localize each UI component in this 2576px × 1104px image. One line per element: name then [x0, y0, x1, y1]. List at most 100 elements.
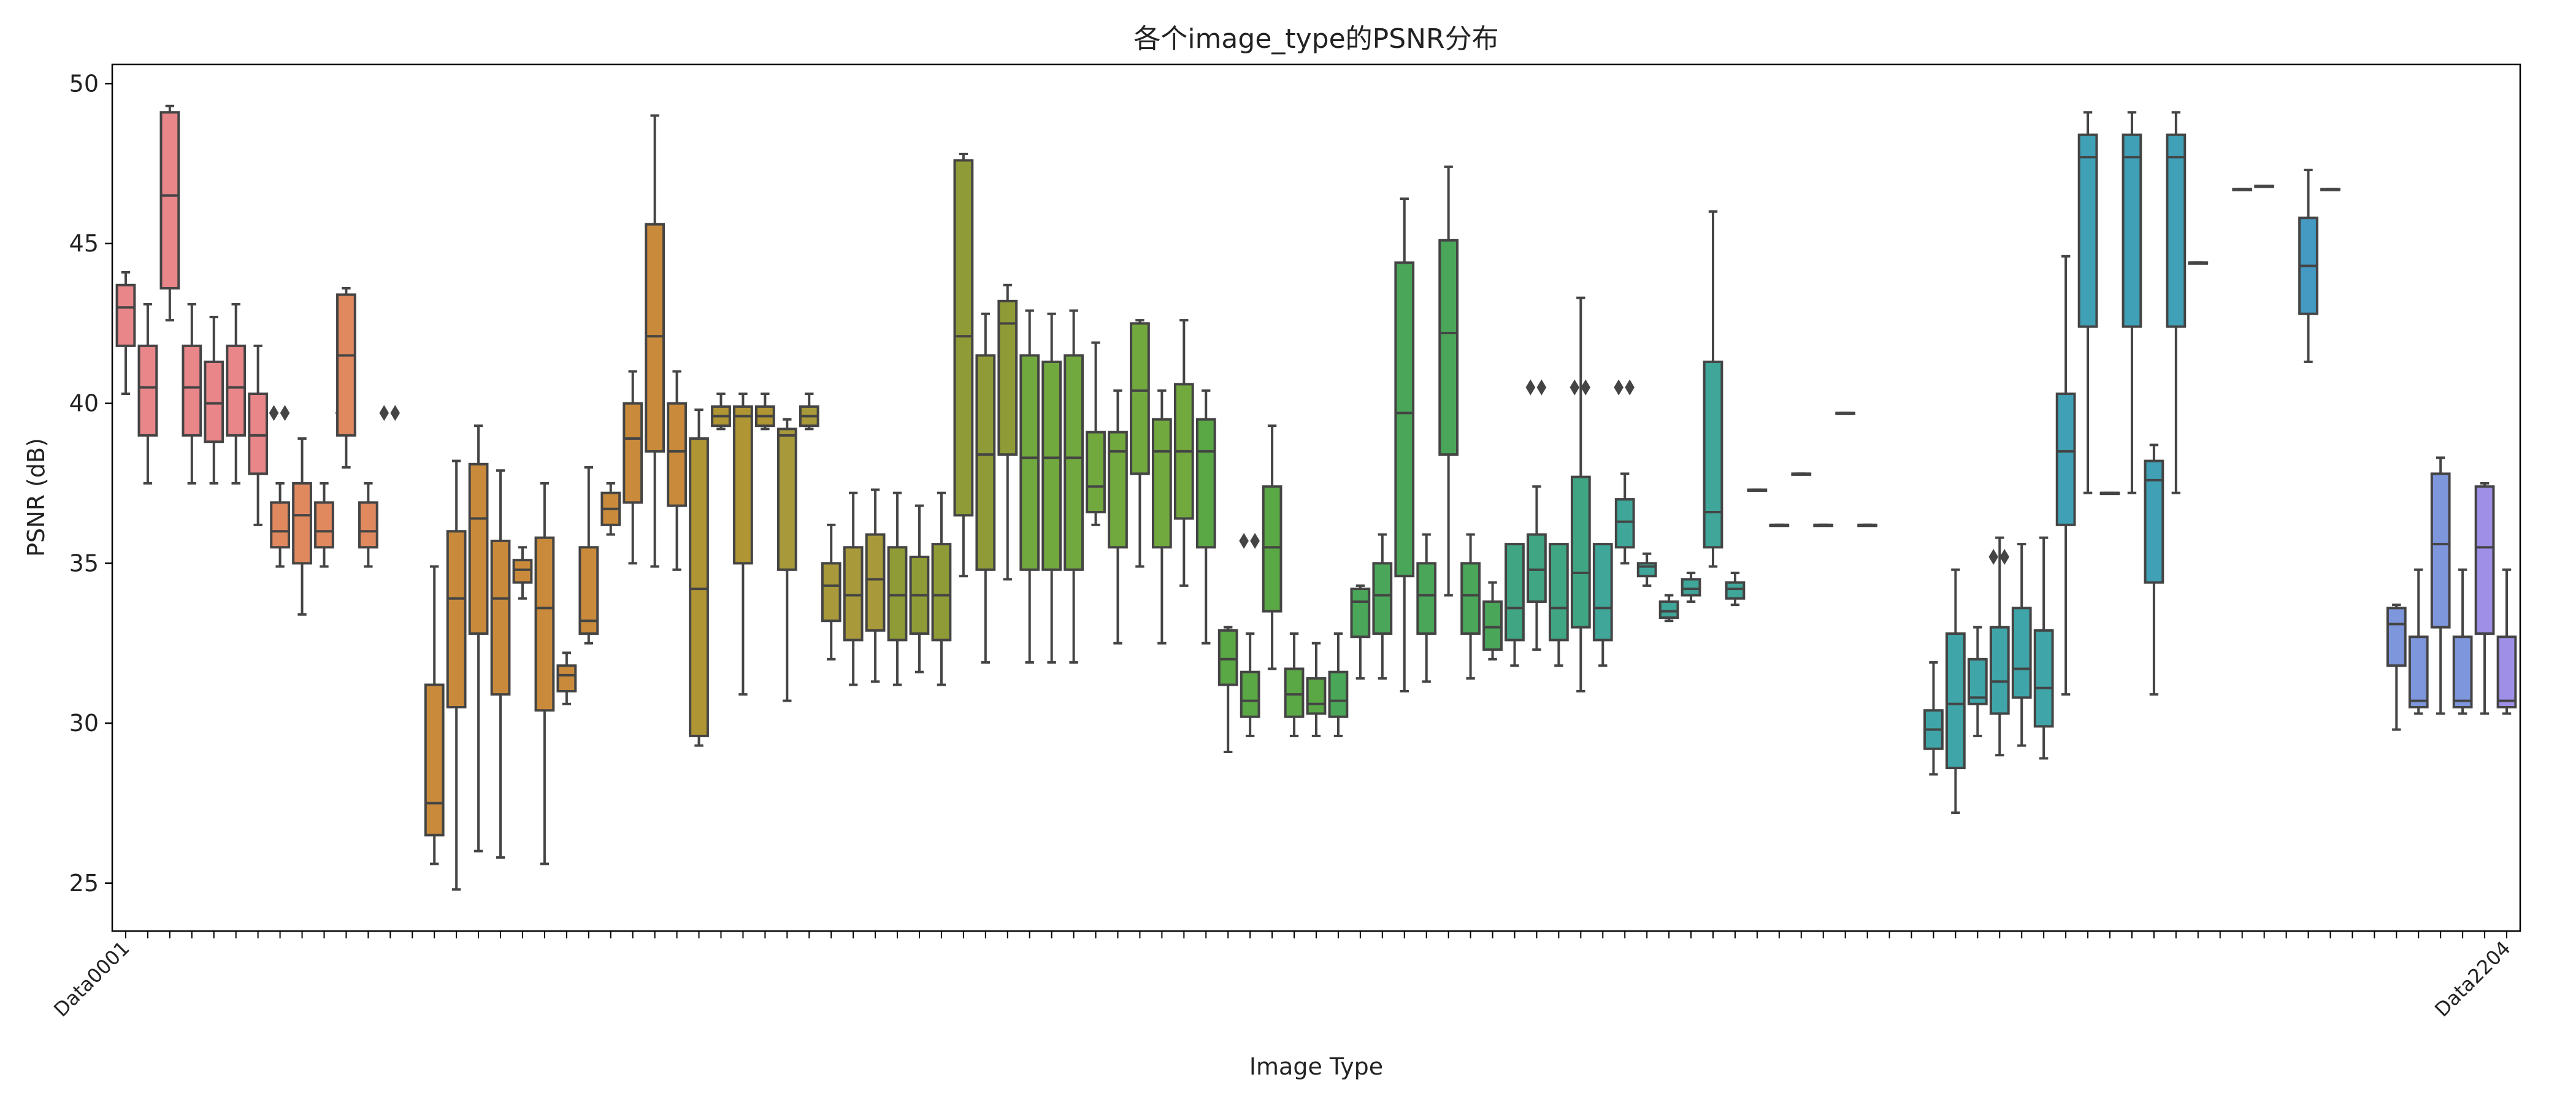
box-group — [733, 393, 753, 696]
box-group — [226, 303, 247, 485]
box-group — [1989, 536, 2010, 757]
box-iqr — [204, 360, 224, 443]
outlier-point — [1581, 379, 1591, 396]
outlier-point — [1250, 532, 1260, 549]
box-iqr — [1019, 354, 1040, 571]
box-iqr — [336, 293, 356, 437]
box-group — [1460, 533, 1481, 680]
box-group — [578, 466, 599, 645]
box-iqr — [1306, 677, 1327, 715]
box-group — [248, 344, 290, 526]
box-group — [1130, 319, 1150, 568]
box-group — [2452, 568, 2473, 715]
box-group — [600, 482, 621, 536]
box-group — [1769, 523, 1790, 527]
box-group — [446, 459, 467, 891]
box-iqr — [1394, 261, 1415, 578]
box-iqr — [314, 501, 334, 549]
outlier-point — [1536, 379, 1547, 396]
box-iqr — [534, 536, 555, 712]
box-group — [137, 303, 158, 485]
box-iqr — [2011, 607, 2032, 699]
box-iqr — [1703, 360, 1723, 549]
box-iqr — [975, 354, 996, 571]
box-iqr — [2166, 133, 2187, 328]
box-iqr — [1416, 562, 1437, 635]
box-group — [336, 286, 356, 469]
box-group — [2298, 169, 2318, 363]
outlier-point — [1614, 379, 1623, 396]
box-group — [1835, 412, 1856, 415]
outlier-point — [1570, 379, 1580, 396]
box-iqr — [1152, 418, 1172, 549]
box-group — [1570, 296, 1591, 692]
box-iqr — [2474, 485, 2495, 635]
box-iqr — [667, 402, 687, 507]
box-group — [821, 523, 841, 661]
box-iqr — [1262, 485, 1282, 613]
box-iqr — [1505, 543, 1525, 642]
box-iqr — [865, 533, 886, 632]
box-group — [2254, 185, 2275, 188]
box-group — [2386, 604, 2407, 731]
box-iqr — [1195, 418, 1216, 549]
y-tick-label: 45 — [69, 230, 99, 257]
box-iqr — [556, 664, 577, 692]
box-iqr — [1681, 578, 1701, 597]
box-iqr — [1614, 498, 1635, 549]
box-iqr — [1460, 562, 1481, 635]
box-group — [424, 565, 445, 865]
chart-title: 各个image_type的PSNR分布 — [1133, 23, 1498, 55]
box-iqr — [446, 530, 467, 709]
box-iqr — [821, 562, 841, 623]
box-group — [1505, 379, 1547, 667]
box-group — [1372, 533, 1393, 680]
box-group — [1416, 533, 1437, 683]
box-group — [204, 315, 224, 485]
box-group — [997, 283, 1018, 581]
box-iqr — [2496, 635, 2517, 709]
box-group — [975, 312, 996, 664]
box-iqr — [358, 501, 378, 549]
box-group — [1394, 197, 1415, 692]
box-iqr — [578, 546, 599, 635]
box-group — [1549, 379, 1591, 667]
outlier-point — [1988, 548, 1999, 565]
box-group — [468, 424, 489, 853]
box-iqr — [623, 402, 643, 504]
outlier-point — [1525, 379, 1536, 396]
box-group — [1108, 389, 1128, 645]
box-iqr — [2077, 133, 2098, 328]
box-iqr — [1636, 562, 1657, 578]
box-group — [1945, 568, 1966, 815]
box-group — [1527, 485, 1547, 651]
box-group — [1725, 572, 1746, 607]
box-iqr — [1284, 667, 1305, 718]
y-axis-label: PSNR (dB) — [23, 438, 50, 557]
box-iqr — [776, 427, 797, 571]
box-iqr — [1086, 431, 1106, 513]
box-iqr — [270, 501, 290, 549]
box-group — [270, 482, 290, 568]
box-group — [711, 393, 731, 431]
box-iqr — [1527, 533, 1547, 603]
box-group — [2474, 482, 2495, 715]
box-iqr — [843, 546, 864, 642]
box-iqr — [468, 462, 489, 635]
box-iqr — [997, 299, 1018, 456]
box-iqr — [159, 111, 180, 289]
box-group — [358, 405, 401, 568]
outlier-point — [1239, 532, 1249, 549]
box-group — [1658, 594, 1679, 623]
box-iqr — [2122, 133, 2142, 328]
y-tick-label: 25 — [69, 870, 99, 897]
box-group — [1703, 210, 1723, 568]
box-iqr — [1064, 354, 1084, 571]
box-group — [2011, 543, 2032, 747]
box-iqr — [182, 344, 202, 437]
box-iqr — [1725, 581, 1746, 600]
box-group — [909, 504, 930, 673]
box-iqr — [490, 539, 511, 696]
box-group — [556, 651, 577, 705]
